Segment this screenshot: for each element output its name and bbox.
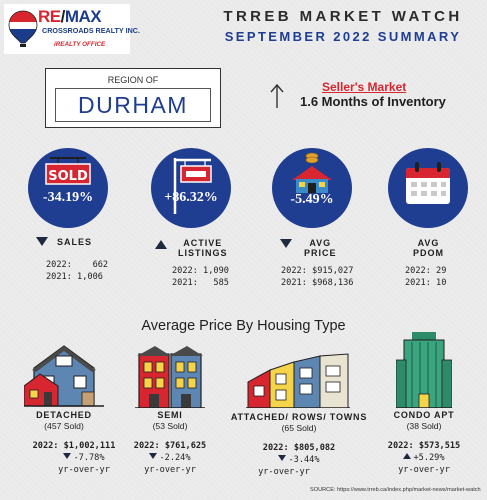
condo-yoy: yr-over-yr	[398, 465, 450, 475]
svg-text:SOLD: SOLD	[48, 169, 88, 184]
semi-price: 2022: $761,625	[133, 441, 207, 451]
towns-label: ATTACHED/ ROWS/ TOWNS	[230, 412, 368, 422]
sales-change: -34.19%	[42, 190, 94, 205]
listing-sign-icon	[173, 158, 212, 214]
office-name: iREALTY OFFICE	[54, 41, 106, 48]
pdom-label: AVG PDOM	[413, 238, 444, 258]
detached-label: DETACHED	[36, 410, 92, 420]
remax-logo: RE/MAX CROSSROADS REALTY INC. iREALTY OF…	[4, 4, 140, 54]
sales-circle: SOLD -34.19%	[28, 148, 108, 228]
up-arrow-icon	[270, 83, 284, 108]
house-price-icon	[292, 152, 332, 193]
detached-house-icon	[24, 345, 104, 407]
region-label: REGION OF	[107, 75, 159, 85]
sales-2021: 2021: 1,006	[46, 272, 103, 282]
price-change: -5.49%	[290, 192, 334, 207]
listings-2022: 2022: 1,090	[172, 266, 229, 276]
region-box: REGION OF DURHAM	[45, 68, 221, 128]
listings-2021: 2021: 585	[172, 278, 229, 288]
listings-circle: +86.32%	[151, 148, 231, 228]
pdom-2022: 2022: 29	[405, 266, 447, 276]
balloon-icon	[8, 10, 38, 47]
semi-change: -2.24%	[120, 453, 220, 463]
brand-name: RE/MAX	[38, 7, 102, 26]
semi-house-icon	[135, 346, 205, 408]
down-arrow-icon	[36, 237, 48, 246]
price-2022: 2022: $915,027	[281, 266, 354, 276]
price-circle: -5.49%	[272, 148, 352, 228]
market-type: Seller's Market	[322, 80, 407, 94]
condo-change: +5.29%	[374, 453, 474, 463]
page-title: TRREB MARKET WATCH	[223, 8, 463, 25]
source-link[interactable]: SOURCE: https://www.trreb.ca/index.php/m…	[310, 487, 481, 493]
up-triangle-icon	[155, 240, 167, 249]
pdom-circle	[388, 148, 468, 228]
sold-sign-icon: SOLD	[45, 157, 91, 185]
sales-label: SALES	[57, 237, 93, 247]
condo-sold: (38 Sold)	[406, 421, 442, 431]
detached-sold: (457 Sold)	[44, 421, 84, 431]
down-arrow-icon	[63, 453, 72, 459]
towns-change: -3.44%	[249, 455, 349, 465]
towns-price: 2022: $805,082	[262, 443, 336, 453]
semi-yoy: yr-over-yr	[144, 465, 196, 475]
pdom-2021: 2021: 10	[405, 278, 447, 288]
down-arrow-icon	[280, 239, 292, 248]
region-name-box: DURHAM	[55, 88, 211, 122]
months-of-inventory: 1.6 Months of Inventory	[300, 94, 446, 109]
page-subtitle: SEPTEMBER 2022 SUMMARY	[224, 29, 462, 44]
price-2021: 2021: $968,136	[281, 278, 354, 288]
condo-building-icon	[396, 332, 452, 408]
towns-yoy: yr-over-yr	[258, 467, 310, 477]
detached-yoy: yr-over-yr	[58, 465, 110, 475]
housing-section-title: Average Price By Housing Type	[141, 318, 346, 334]
up-triangle-icon	[403, 453, 412, 459]
calendar-icon	[406, 162, 450, 204]
region-name: DURHAM	[78, 92, 188, 118]
semi-label: SEMI	[157, 410, 183, 420]
brokerage-name: CROSSROADS REALTY INC.	[42, 26, 140, 35]
listings-label: ACTIVE LISTINGS	[178, 238, 228, 258]
townhouse-icon	[246, 353, 350, 408]
semi-sold: (53 Sold)	[152, 421, 188, 431]
listings-change: +86.32%	[164, 190, 218, 205]
price-label: AVG PRICE	[304, 238, 337, 258]
detached-change: -7.78%	[34, 453, 134, 463]
down-arrow-icon	[278, 455, 287, 461]
towns-sold: (65 Sold)	[281, 423, 317, 433]
down-arrow-icon	[149, 453, 158, 459]
condo-price: 2022: $573,515	[387, 441, 461, 451]
condo-label: CONDO APT	[393, 410, 455, 420]
sales-2022: 2022: 662	[46, 260, 109, 270]
detached-price: 2022: $1,002,111	[32, 441, 116, 451]
